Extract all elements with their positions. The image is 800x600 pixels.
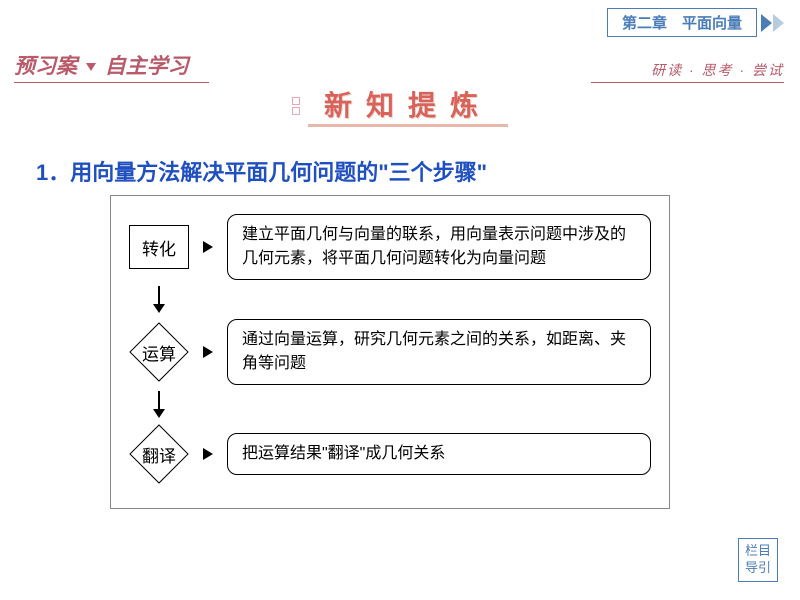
connector — [129, 391, 189, 418]
arrow-right-icon — [203, 241, 213, 253]
chevron-icons — [761, 14, 784, 32]
section-title: 预习案 自主学习 — [14, 50, 209, 83]
arrow-right-icon — [203, 448, 213, 460]
chapter-header: 第二章 平面向量 — [607, 8, 784, 37]
connector — [129, 286, 189, 313]
step-node-3: 翻译 — [129, 424, 189, 484]
subtitle: 研读 · 思考 · 尝试 — [591, 60, 784, 83]
triangle-down-icon — [86, 63, 96, 71]
arrow-down-icon — [153, 304, 165, 313]
chevron-icon — [761, 14, 772, 32]
main-heading: 1．用向量方法解决平面几何问题的"三个步骤" — [36, 155, 487, 187]
banner-text: 新知提炼 — [308, 84, 508, 127]
decorative-squares — [292, 97, 300, 115]
square-icon — [292, 97, 300, 105]
heading-text: 用向量方法解决平面几何问题的"三个步骤" — [70, 160, 487, 185]
flowchart-row: 翻译 把运算结果"翻译"成几何关系 — [129, 424, 651, 484]
step-description-1: 建立平面几何与向量的联系，用向量表示问题中涉及的几何元素，将平面几何问题转化为向… — [227, 214, 651, 280]
step-node-1: 转化 — [129, 225, 189, 269]
nav-line-1: 栏目 — [745, 543, 771, 558]
section-header: 预习案 自主学习 研读 · 思考 · 尝试 — [14, 50, 784, 83]
flowchart: 转化 建立平面几何与向量的联系，用向量表示问题中涉及的几何元素，将平面几何问题转… — [110, 195, 670, 509]
chevron-icon — [773, 14, 784, 32]
heading-number: 1． — [36, 160, 70, 185]
section-right: 自主学习 — [105, 55, 189, 78]
nav-button[interactable]: 栏目 导引 — [738, 538, 778, 582]
flowchart-row: 运算 通过向量运算，研究几何元素之间的关系，如距离、夹角等问题 — [129, 319, 651, 385]
flowchart-row: 转化 建立平面几何与向量的联系，用向量表示问题中涉及的几何元素，将平面几何问题转… — [129, 214, 651, 280]
banner: 新知提炼 — [292, 84, 508, 127]
square-icon — [292, 107, 300, 115]
arrow-down-icon — [153, 409, 165, 418]
nav-line-2: 导引 — [745, 560, 771, 575]
arrow-right-icon — [203, 346, 213, 358]
step-node-2: 运算 — [129, 322, 189, 382]
section-left: 预习案 — [14, 55, 77, 78]
step-description-3: 把运算结果"翻译"成几何关系 — [227, 433, 651, 475]
step-description-2: 通过向量运算，研究几何元素之间的关系，如距离、夹角等问题 — [227, 319, 651, 385]
chapter-label: 第二章 平面向量 — [607, 8, 757, 37]
